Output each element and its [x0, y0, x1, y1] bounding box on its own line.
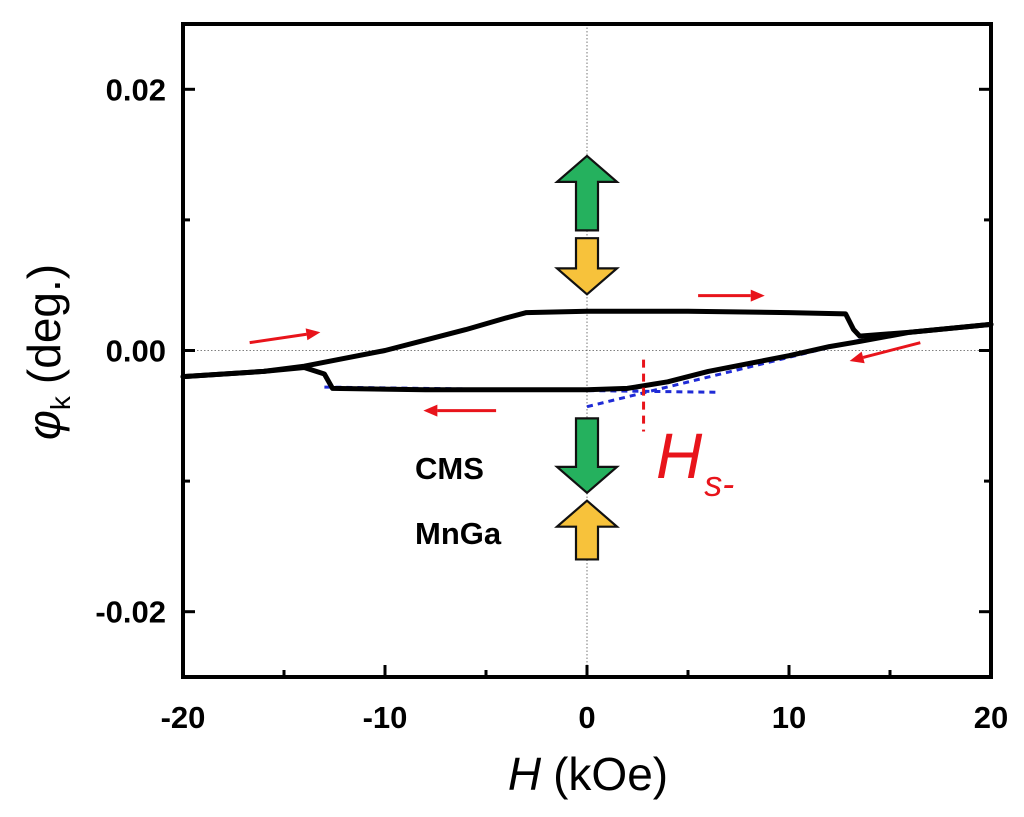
series-line — [180, 321, 994, 393]
plot-frame — [181, 22, 993, 679]
x-tick-label: -10 — [363, 700, 408, 735]
y-axis-title-subscript: k — [45, 395, 76, 410]
x-axis-title-unit: (kOe) — [553, 748, 668, 800]
spin-arrows — [554, 154, 620, 561]
sweep-arrow-head — [423, 404, 438, 417]
x-tick-label: 20 — [974, 700, 1008, 735]
x-tick-label: 10 — [772, 700, 806, 735]
y-tick-label: 0.00 — [106, 334, 166, 369]
y-axis-title: φk (deg.) — [18, 264, 76, 440]
sweep-arrow-shaft — [249, 332, 307, 345]
sweep-arrow-head — [849, 351, 865, 364]
layer-label-cms: CMS — [415, 451, 484, 486]
spin-arrow-cms-down — [554, 417, 620, 495]
hs-label-sub: s- — [704, 463, 734, 504]
axis-ticks: -20 -10 0 10 20 -0.02 0.00 0.02 — [95, 72, 1008, 735]
x-tick-label: -20 — [161, 700, 206, 735]
sweep-arrow-head — [750, 289, 765, 302]
spin-arrow-mnga-down — [554, 237, 620, 296]
y-axis-title-symbol: φ — [18, 410, 70, 440]
sweep-arrows — [249, 289, 921, 417]
x-axis-title-symbol: H — [508, 748, 542, 800]
sweep-arrow-head — [305, 328, 321, 341]
y-tick-label: 0.02 — [106, 72, 166, 107]
layer-label-mnga: MnGa — [415, 516, 502, 551]
spin-arrow-cms-up — [554, 154, 620, 232]
gridlines — [183, 24, 991, 677]
data-series — [180, 308, 994, 393]
y-axis-title-unit: (deg.) — [18, 264, 70, 384]
hs-label: Hs- — [656, 420, 734, 504]
x-axis-title: H (kOe) — [508, 748, 668, 800]
spin-arrow-mnga-up — [554, 499, 620, 561]
sweep-arrow-shaft — [862, 341, 921, 359]
series-line — [180, 308, 994, 380]
x-tick-label: 0 — [578, 700, 595, 735]
y-tick-label: -0.02 — [95, 595, 166, 630]
fit-lines — [324, 338, 861, 409]
hs-label-main: H — [656, 420, 703, 492]
